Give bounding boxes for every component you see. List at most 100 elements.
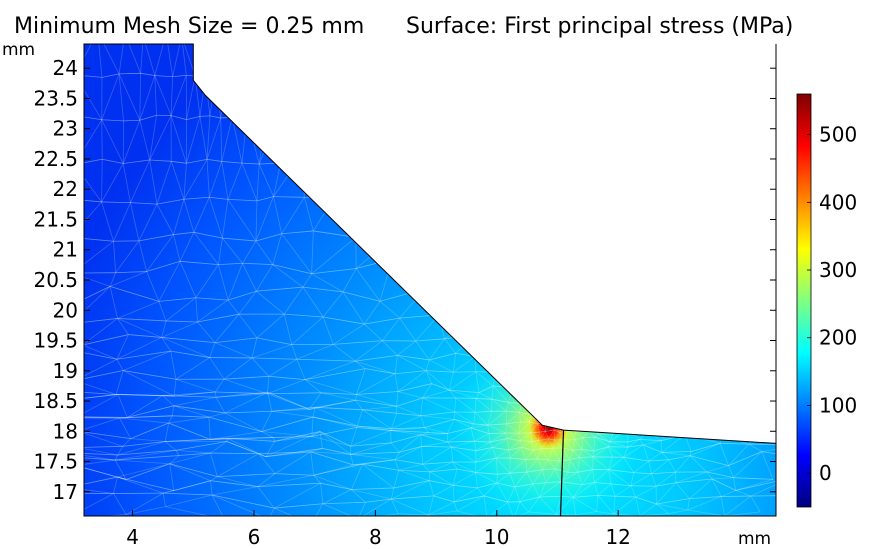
mesh-edge (158, 297, 196, 302)
mesh-edge (351, 487, 394, 490)
mesh-edge (619, 403, 634, 406)
mesh-edge (470, 120, 502, 165)
mesh-edge (119, 417, 132, 439)
mesh-edge (574, 431, 583, 439)
mesh-edge (261, 431, 312, 437)
mesh-edge (364, 323, 383, 341)
mesh-edge (550, 313, 571, 317)
mesh-edge (321, 392, 357, 395)
mesh-edge (356, 394, 397, 407)
mesh-edge (605, 361, 630, 376)
mesh-edge (101, 201, 114, 242)
mesh-edge (538, 482, 547, 498)
mesh-edge (538, 438, 549, 441)
mesh-edge (689, 478, 713, 499)
mesh-edge (666, 383, 687, 391)
mesh-edge (548, 429, 555, 440)
mesh-edge (227, 437, 275, 442)
mesh-edge (682, 113, 728, 121)
mesh-edge (602, 233, 616, 262)
mesh-edge (582, 436, 595, 439)
mesh-edge (571, 236, 585, 269)
mesh-edge (628, 361, 632, 379)
mesh-edge (519, 483, 534, 502)
mesh-edge (573, 448, 582, 451)
mesh-edge (183, 159, 208, 200)
mesh-edge (507, 432, 520, 439)
mesh-edge (667, 429, 685, 436)
mesh-edge (241, 163, 258, 202)
mesh-edge (612, 411, 631, 415)
mesh-edge (413, 121, 424, 160)
mesh-edge (714, 364, 731, 375)
mesh-edge (296, 344, 334, 360)
mesh-edge (682, 75, 704, 115)
mesh-edge (737, 396, 772, 399)
mesh-edge (560, 423, 569, 431)
mesh-edge (332, 158, 358, 162)
mesh-edge (170, 115, 187, 120)
mesh-edge (448, 389, 457, 399)
mesh-edge (399, 446, 422, 453)
mesh-edge (547, 411, 560, 415)
mesh-edge (170, 115, 187, 120)
mesh-edge (746, 150, 752, 196)
mesh-edge (463, 238, 503, 268)
mesh-edge (652, 399, 673, 409)
mesh-edge (633, 472, 652, 475)
mesh-edge (686, 374, 708, 391)
mesh-edge (614, 485, 632, 497)
mesh-edge (627, 425, 635, 430)
mesh-edge (169, 463, 218, 478)
mesh-edge (165, 44, 174, 77)
mesh-edge (296, 359, 306, 380)
mesh-edge (391, 427, 425, 430)
mesh-edge (561, 340, 582, 344)
mesh-edge (172, 74, 187, 78)
mesh-edge (574, 402, 588, 405)
mesh-edge (651, 471, 676, 475)
mesh-edge (570, 192, 585, 237)
mesh-edge (146, 234, 174, 272)
mesh-edge (681, 399, 705, 414)
mesh-edge (420, 433, 448, 436)
mesh-edge (577, 403, 588, 412)
mesh-edge (603, 291, 628, 300)
mesh-edge (746, 309, 776, 322)
mesh-edge (656, 482, 676, 487)
mesh-edge (261, 416, 314, 432)
mesh-edge (210, 437, 274, 440)
mesh-edge (502, 262, 540, 268)
mesh-edge (537, 448, 542, 459)
mesh-edge (84, 370, 124, 381)
mesh-edge (704, 412, 728, 414)
mesh-edge (657, 288, 693, 292)
mesh-edge (454, 411, 474, 425)
mesh-edge (210, 452, 259, 455)
mesh-edge (84, 348, 117, 360)
mesh-edge (84, 344, 118, 360)
mesh-edge (116, 334, 129, 360)
mesh-edge (231, 117, 243, 164)
mesh-edge (217, 473, 276, 478)
mesh-edge (221, 117, 233, 162)
x-tick-label: 8 (369, 525, 382, 549)
mesh-edge (560, 481, 574, 498)
mesh-edge (475, 457, 497, 463)
mesh-edge (570, 420, 576, 432)
mesh-edge (475, 472, 498, 484)
mesh-edge (373, 121, 392, 165)
mesh-edge (726, 418, 767, 428)
mesh-edge (425, 359, 430, 371)
mesh-edge (210, 452, 259, 455)
mesh-edge (696, 160, 708, 197)
mesh-edge (291, 44, 309, 80)
mesh-edge (593, 446, 609, 452)
mesh-edge (307, 44, 334, 72)
mesh-edge (84, 74, 103, 120)
mesh-edge (322, 501, 366, 505)
mesh-edge (519, 412, 531, 415)
mesh-edge (357, 425, 392, 430)
mesh-edge (475, 457, 497, 463)
mesh-edge (706, 374, 716, 387)
